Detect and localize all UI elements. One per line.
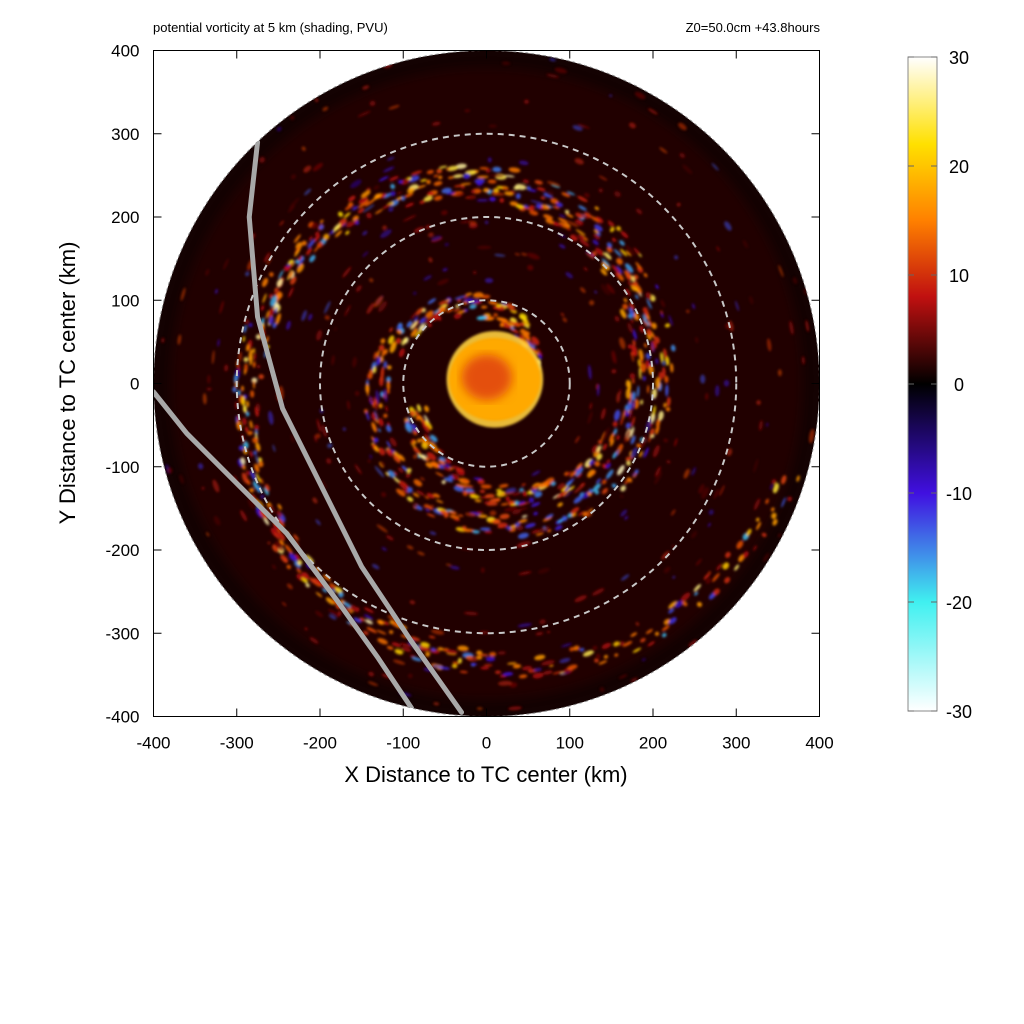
x-axis: -400 -300 -200 -100 0 100 200 300 400 <box>136 50 834 753</box>
colorbar-tick-label: 10 <box>949 266 969 286</box>
y-tick-label: 0 <box>130 375 139 394</box>
range-ring-100 <box>402 299 571 468</box>
y-tick-label: 400 <box>111 42 139 61</box>
pv-filaments <box>161 58 815 711</box>
y-tick-label: 100 <box>111 291 139 310</box>
y-tick-label: -300 <box>105 624 139 643</box>
x-tick-label: -200 <box>303 734 337 753</box>
coast-line-1 <box>246 139 465 715</box>
colorbar-tick-label: 0 <box>954 375 964 395</box>
colorbar-tick-label: 30 <box>949 48 969 68</box>
y-axis: -400 -300 -200 -100 0 100 200 300 400 <box>105 42 820 727</box>
colorbar-tick-label: -10 <box>946 484 972 504</box>
range-rings <box>235 132 738 635</box>
pv-core <box>446 331 544 428</box>
x-tick-label: 100 <box>556 734 584 753</box>
colorbar-tick-label: 20 <box>949 157 969 177</box>
chart-title: potential vorticity at 5 km (shading, PV… <box>153 20 388 35</box>
y-tick-label: 200 <box>111 208 139 227</box>
colorbar-ticks: 30 20 10 0 -10 -20 -30 <box>908 48 972 722</box>
y-tick-label: -100 <box>105 458 139 477</box>
x-tick-label: 200 <box>639 734 667 753</box>
y-tick-label: -400 <box>105 708 139 727</box>
range-ring-300 <box>235 132 738 635</box>
x-tick-label: 400 <box>805 734 833 753</box>
x-tick-label: -100 <box>386 734 420 753</box>
colorbar-tick-label: -30 <box>946 702 972 722</box>
x-tick-label: 300 <box>722 734 750 753</box>
y-tick-label: -200 <box>105 541 139 560</box>
x-axis-label: X Distance to TC center (km) <box>344 762 627 787</box>
coast-lines <box>153 139 465 715</box>
colorbar-tick-label: -20 <box>946 593 972 613</box>
x-tick-label: 0 <box>482 734 491 753</box>
y-tick-label: 300 <box>111 125 139 144</box>
y-axis-label: Y Distance to TC center (km) <box>55 242 80 525</box>
range-ring-200 <box>319 216 654 551</box>
x-tick-label: -400 <box>136 734 170 753</box>
core-inner <box>461 354 513 401</box>
pv-heatmap <box>153 50 820 717</box>
chart-subtitle: Z0=50.0cm +43.8hours <box>686 20 821 35</box>
coast-line-2 <box>153 389 415 711</box>
pv-spiral-bands <box>232 163 800 679</box>
x-tick-label: -300 <box>220 734 254 753</box>
